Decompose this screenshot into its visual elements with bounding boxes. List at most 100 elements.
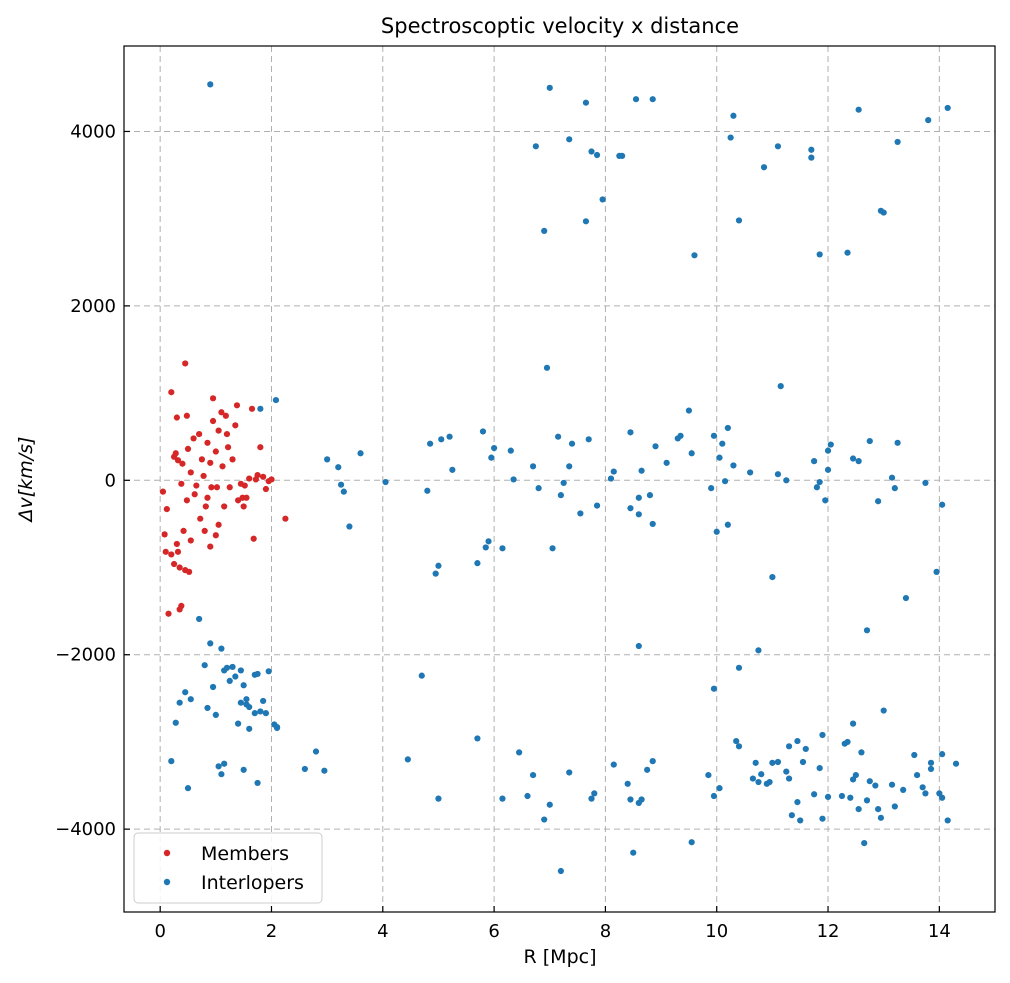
data-point-interlopers xyxy=(788,812,795,819)
data-point-interlopers xyxy=(337,481,345,488)
data-point-interlopers xyxy=(265,668,272,675)
data-point-interlopers xyxy=(933,568,940,575)
data-point-interlopers xyxy=(875,498,882,505)
data-point-interlopers xyxy=(649,520,656,528)
data-point-interlopers xyxy=(182,689,189,696)
data-point-interlopers xyxy=(880,707,887,714)
data-point-members xyxy=(184,445,192,453)
data-point-interlopers xyxy=(257,708,264,715)
data-point-members xyxy=(260,473,267,480)
data-point-interlopers xyxy=(691,252,698,259)
data-point-interlopers xyxy=(535,485,542,492)
data-point-members xyxy=(183,497,190,504)
data-point-interlopers xyxy=(510,476,517,483)
y-tick-label: 0 xyxy=(105,470,116,491)
data-point-interlopers xyxy=(735,217,743,224)
data-point-interlopers xyxy=(863,627,871,634)
data-point-interlopers xyxy=(844,249,851,256)
data-point-interlopers xyxy=(479,428,487,435)
data-point-members xyxy=(257,444,264,451)
data-point-interlopers xyxy=(532,143,539,150)
data-point-interlopers xyxy=(769,759,776,766)
legend-marker-members xyxy=(163,849,171,857)
data-point-interlopers xyxy=(816,251,823,258)
data-point-interlopers xyxy=(499,795,506,802)
data-point-interlopers xyxy=(482,544,489,551)
data-point-interlopers xyxy=(785,775,793,782)
data-point-interlopers xyxy=(599,196,606,203)
data-point-interlopers xyxy=(730,462,737,469)
data-point-interlopers xyxy=(524,792,531,800)
data-point-interlopers xyxy=(223,664,231,671)
data-point-interlopers xyxy=(243,696,250,703)
data-point-members xyxy=(173,540,180,548)
data-point-members xyxy=(178,480,185,487)
data-point-interlopers xyxy=(733,737,740,745)
data-point-interlopers xyxy=(911,751,918,759)
data-point-interlopers xyxy=(755,778,762,786)
y-tick-label: −2000 xyxy=(55,645,116,666)
data-point-interlopers xyxy=(557,867,564,875)
data-point-interlopers xyxy=(774,758,782,766)
data-point-members xyxy=(187,469,194,476)
data-point-interlopers xyxy=(713,528,720,535)
data-point-members xyxy=(183,412,190,419)
data-point-interlopers xyxy=(201,662,208,669)
data-point-interlopers xyxy=(847,794,854,801)
data-point-interlopers xyxy=(877,814,885,821)
data-point-interlopers xyxy=(624,780,631,787)
data-point-interlopers xyxy=(922,479,929,487)
data-point-members xyxy=(224,444,232,451)
data-point-interlopers xyxy=(866,437,873,445)
x-tick-label: 12 xyxy=(817,921,840,942)
data-point-interlopers xyxy=(777,383,784,390)
data-point-members xyxy=(215,427,222,434)
data-point-interlopers xyxy=(246,703,253,711)
x-tick-label: 0 xyxy=(154,921,165,942)
data-point-members xyxy=(232,422,239,429)
data-point-interlopers xyxy=(582,99,590,106)
data-point-interlopers xyxy=(891,803,898,810)
data-point-members xyxy=(221,503,228,510)
data-point-interlopers xyxy=(902,594,910,602)
data-point-interlopers xyxy=(627,505,634,512)
data-point-interlopers xyxy=(507,447,514,454)
data-point-interlopers xyxy=(346,523,353,530)
data-point-interlopers xyxy=(435,562,442,569)
data-point-interlopers xyxy=(237,699,244,706)
data-point-interlopers xyxy=(952,760,960,767)
data-point-members xyxy=(168,551,175,558)
data-point-interlopers xyxy=(627,796,634,803)
data-point-members xyxy=(209,395,217,402)
data-point-interlopers xyxy=(204,704,211,712)
data-point-interlopers xyxy=(760,164,768,171)
data-point-interlopers xyxy=(619,152,626,159)
data-point-interlopers xyxy=(593,151,601,159)
data-point-interlopers xyxy=(541,227,548,234)
y-tick-label: 2000 xyxy=(70,296,116,317)
data-point-interlopers xyxy=(582,218,590,225)
data-point-interlopers xyxy=(774,143,782,150)
data-point-members xyxy=(209,417,217,425)
data-point-interlopers xyxy=(635,642,642,650)
legend-label-members: Members xyxy=(201,843,289,865)
data-point-interlopers xyxy=(529,463,537,470)
data-point-interlopers xyxy=(649,758,656,765)
data-point-members xyxy=(204,439,211,446)
data-point-interlopers xyxy=(872,782,879,789)
data-point-interlopers xyxy=(187,696,194,703)
data-point-members xyxy=(187,537,194,544)
data-point-interlopers xyxy=(593,502,601,509)
data-point-interlopers xyxy=(688,839,695,846)
x-tick-label: 4 xyxy=(377,921,388,942)
data-point-interlopers xyxy=(588,148,595,155)
data-point-interlopers xyxy=(541,816,548,823)
data-point-interlopers xyxy=(566,769,573,776)
data-point-interlopers xyxy=(251,710,258,717)
data-point-interlopers xyxy=(635,494,642,501)
data-point-interlopers xyxy=(824,447,832,454)
data-point-interlopers xyxy=(516,749,523,756)
data-point-interlopers xyxy=(663,459,670,466)
x-tick-label: 10 xyxy=(705,921,728,942)
data-point-interlopers xyxy=(555,433,562,440)
